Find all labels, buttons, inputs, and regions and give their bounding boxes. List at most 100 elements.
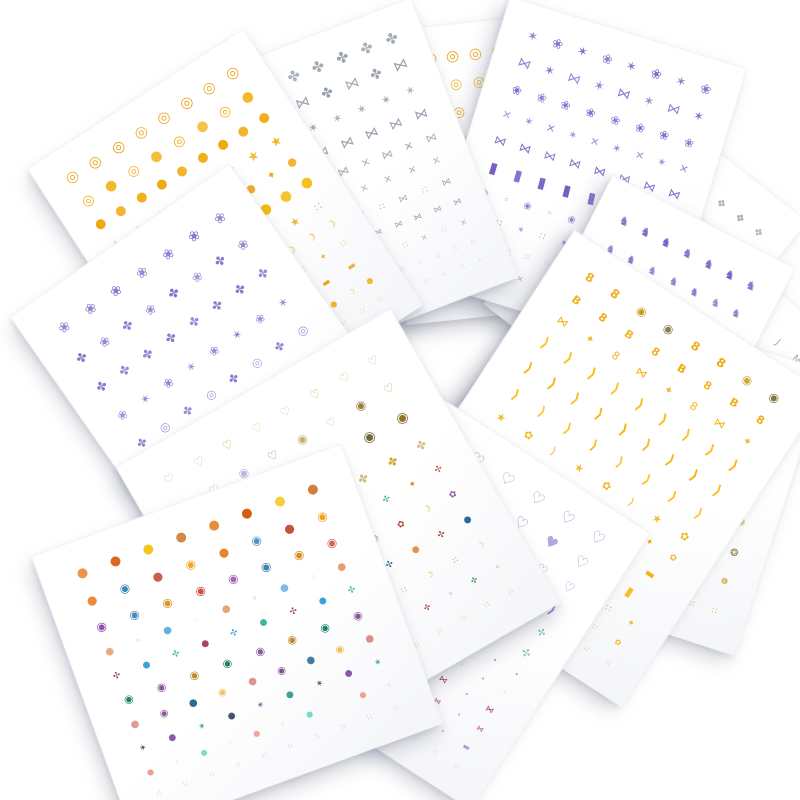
motif: ❀	[185, 226, 204, 247]
motif: ❀	[682, 135, 696, 151]
motif: ◉	[323, 533, 340, 552]
motif: ❀	[534, 89, 549, 107]
motif: ⟩	[534, 402, 549, 420]
motif: ∷	[181, 780, 189, 789]
motif: ▮	[585, 188, 598, 208]
motif: ✣	[469, 575, 480, 587]
motif: ●	[336, 560, 348, 574]
motif: ♞	[616, 212, 632, 230]
motif: ◉	[154, 679, 169, 696]
motif: ☽	[346, 286, 358, 299]
motif: ✿	[612, 636, 624, 648]
motif: ◎	[153, 106, 174, 129]
motif: ◉	[275, 664, 288, 678]
motif: ◉	[94, 617, 109, 635]
motif: ⟩	[702, 440, 719, 460]
motif: ⟩	[685, 465, 703, 485]
motif: ∷	[287, 741, 294, 751]
motif: ◦	[545, 207, 554, 220]
motif: ◉	[660, 319, 678, 338]
motif: 8	[688, 337, 703, 354]
motif: ▮	[486, 158, 501, 178]
motif: ✤	[185, 313, 204, 332]
motif: ★	[244, 147, 263, 167]
motif: ♞	[686, 283, 702, 300]
motif: ✤	[254, 265, 273, 284]
motif: ●	[317, 595, 328, 607]
motif: ☽	[424, 568, 435, 581]
motif: ♞	[636, 222, 654, 241]
motif: ✤	[179, 402, 196, 420]
motif: ∷	[423, 276, 431, 287]
motif: ✶	[691, 108, 706, 126]
motif: ●	[132, 188, 151, 208]
motif: ✤	[162, 329, 181, 349]
motif: ◉	[160, 593, 175, 611]
motif: ⋈	[592, 162, 608, 180]
motif: ∷	[365, 712, 374, 722]
motif: ◦	[457, 660, 467, 671]
motif: ✶	[566, 127, 580, 143]
motif: ❀	[657, 127, 672, 144]
motif: ●	[234, 122, 253, 141]
motif: ●	[226, 710, 237, 723]
motif: ●	[461, 513, 474, 527]
motif: ✤	[333, 46, 352, 69]
motif: ⋈	[567, 155, 583, 172]
motif: ∷	[311, 199, 325, 215]
motif: ✤	[384, 453, 401, 471]
motif: ●	[85, 591, 100, 609]
motif: ∷	[450, 554, 460, 565]
motif: ♡	[365, 351, 382, 370]
motif: ◦	[493, 562, 503, 573]
motif: ⟩	[709, 480, 726, 500]
motif: ♡	[586, 525, 609, 550]
motif: ∷	[431, 747, 440, 757]
motif: ♡	[190, 453, 207, 471]
motif: ●	[193, 148, 212, 168]
motif: ●	[140, 540, 156, 559]
motif: ◦	[441, 270, 449, 280]
motif: ❀	[509, 81, 524, 99]
motif: ⋈	[432, 203, 443, 216]
motif: ⟩	[544, 373, 561, 393]
motif: ❀	[565, 213, 578, 228]
motif: ◦	[173, 757, 182, 768]
motif: ★	[648, 510, 665, 527]
motif: ⋈	[484, 704, 496, 716]
motif: ✶	[196, 721, 208, 734]
motif: B	[622, 326, 637, 342]
motif: ❀	[648, 66, 664, 84]
motif: ◉	[291, 545, 307, 563]
motif: ✕	[358, 182, 371, 196]
motif: ∷	[338, 238, 350, 251]
motif: ◉	[286, 632, 299, 648]
motif: ∷	[401, 239, 410, 251]
motif: ◎	[169, 131, 189, 152]
motif: 8	[754, 411, 768, 427]
motif: ∷	[436, 627, 445, 637]
motif: ⋈	[554, 313, 572, 330]
motif: ◉	[318, 620, 332, 636]
motif: ●	[304, 708, 315, 720]
motif: ❂	[728, 546, 741, 561]
motif: ✤	[382, 27, 401, 50]
motif: ◦	[501, 194, 510, 207]
motif: ●	[173, 161, 192, 181]
motif: ◎	[176, 91, 197, 114]
motif: ⋈	[338, 133, 356, 153]
motif: ◦	[477, 256, 484, 266]
motif: ⋈	[397, 192, 410, 205]
motif: ⟩	[561, 419, 575, 437]
motif: ●	[103, 644, 116, 659]
motif: ❀	[522, 200, 533, 214]
motif: ⋈	[666, 185, 683, 203]
motif: ✤	[357, 37, 377, 59]
motif: ⋈	[517, 139, 533, 157]
motif: ⋈	[412, 105, 430, 124]
motif: ●	[363, 632, 376, 647]
motif: ●	[199, 747, 209, 759]
motif: ✶	[522, 114, 536, 130]
motif: ❀	[160, 374, 177, 392]
motif: ⋈	[515, 54, 534, 74]
